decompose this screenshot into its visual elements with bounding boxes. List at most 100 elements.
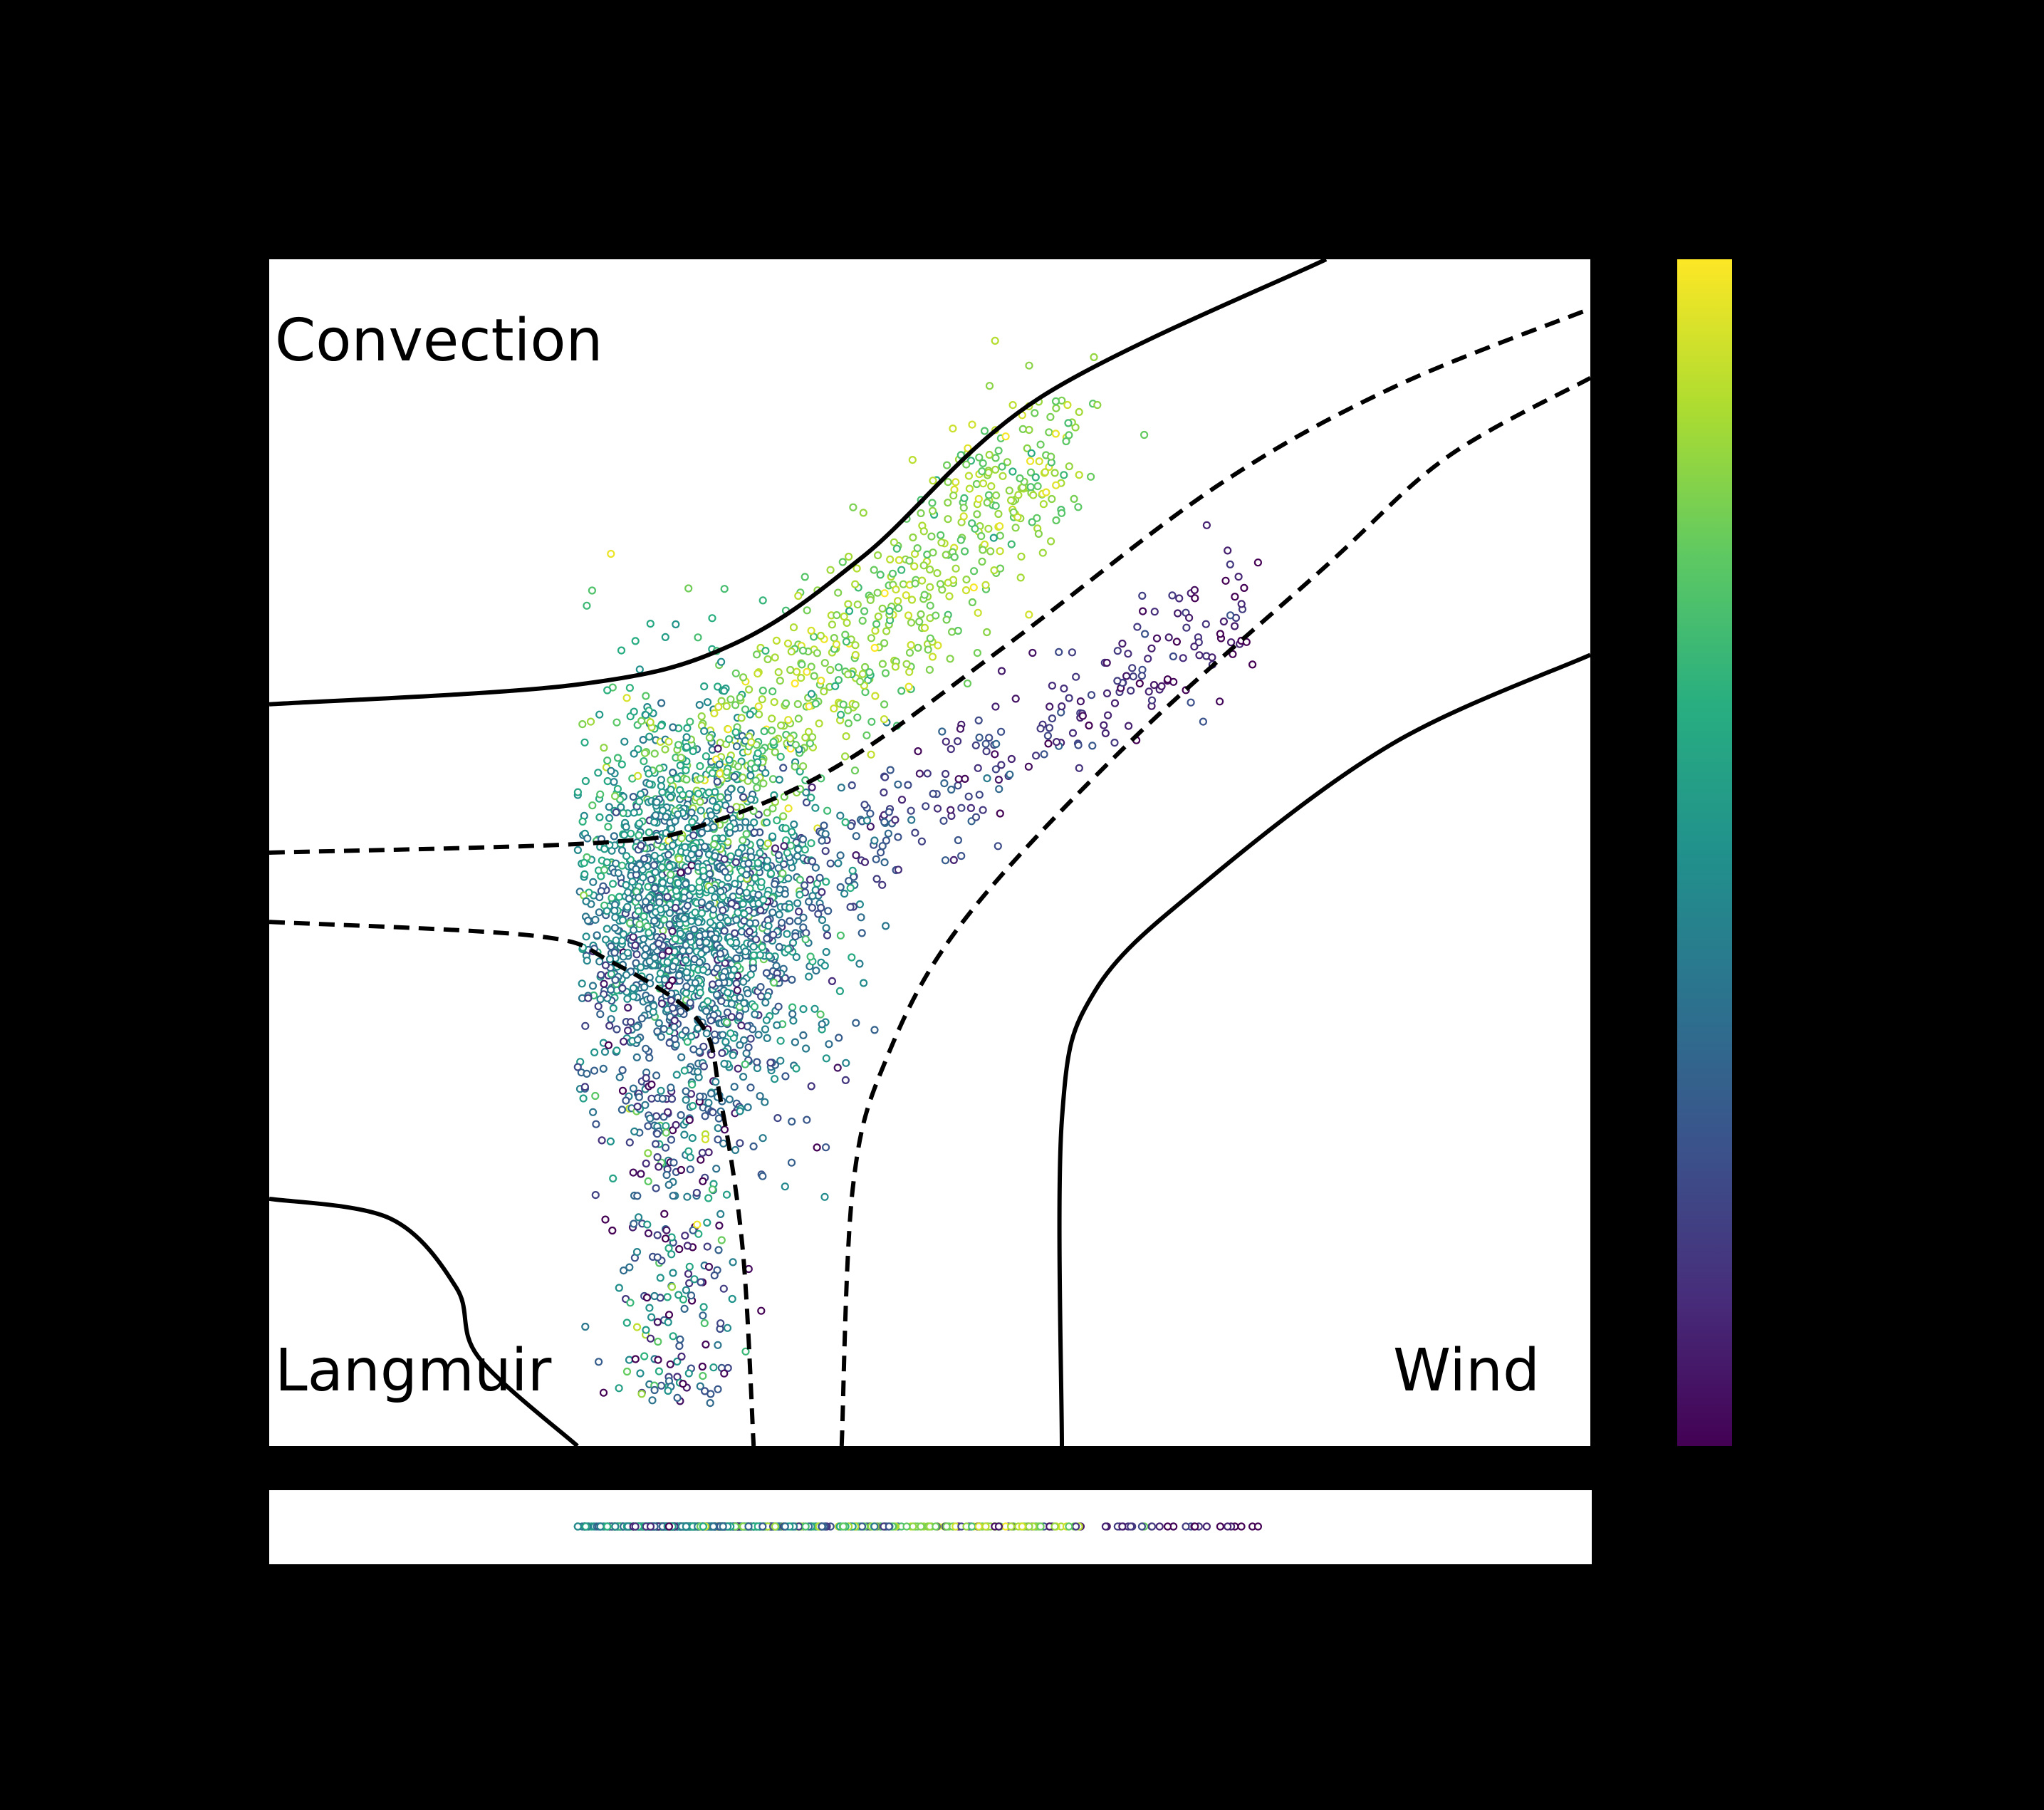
scatter-point (845, 607, 854, 615)
scatter-point (957, 803, 966, 812)
scatter-point (684, 1269, 693, 1278)
scatter-point (991, 454, 1000, 462)
scatter-point (687, 884, 696, 893)
scatter-point (1034, 529, 1043, 539)
scatter-point (647, 1313, 656, 1321)
scatter-point (716, 1210, 725, 1219)
scatter-point (661, 633, 669, 642)
scatter-point (1102, 658, 1111, 667)
scatter-point (601, 1215, 610, 1224)
scatter-point (675, 1244, 684, 1254)
scatter-point (611, 913, 620, 922)
scatter-point (771, 653, 779, 662)
scatter-point (1014, 491, 1023, 499)
scatter-point (653, 1231, 662, 1239)
scatter-point (788, 828, 796, 836)
scatter-point (855, 900, 865, 909)
scatter-point (681, 843, 689, 851)
scatter-point (632, 865, 640, 873)
scatter-point (861, 687, 870, 697)
scatter-point (801, 573, 809, 581)
scatter-point (855, 959, 864, 968)
scatter-point (828, 620, 837, 629)
scatter-point (683, 1242, 692, 1250)
scatter-point (689, 747, 697, 756)
scatter-point (669, 1158, 678, 1167)
scatter-point (882, 836, 891, 845)
scatter-point (633, 1192, 642, 1200)
scatter-point (779, 764, 788, 772)
scatter-point (714, 1114, 724, 1123)
scatter-point (658, 951, 667, 959)
scatter-point (822, 947, 830, 957)
scatter-point (669, 1269, 677, 1277)
scatter-point (913, 543, 922, 553)
scatter-point (1113, 647, 1122, 655)
scatter-point (811, 803, 820, 812)
scatter-point (1052, 737, 1061, 747)
scatter-point (914, 747, 922, 756)
scatter-point (828, 977, 837, 986)
scatter-point (944, 498, 952, 507)
scatter-point (732, 803, 741, 811)
scatter-point (583, 601, 591, 610)
scatter-point (1137, 672, 1147, 680)
scatter-point (727, 899, 736, 908)
scatter-point (836, 710, 845, 719)
scatter-point (807, 839, 815, 848)
scatter-point (979, 546, 987, 554)
scatter-point (629, 1168, 637, 1177)
convection-solid-boundary (269, 259, 1328, 707)
scatter-point (951, 564, 960, 573)
scatter-point (657, 885, 666, 893)
scatter-point (917, 837, 927, 846)
scatter-point (696, 761, 704, 771)
scatter-point (763, 856, 772, 865)
scatter-point (768, 908, 777, 917)
scatter-point (702, 1340, 710, 1349)
scatter-point (726, 784, 736, 794)
marginal-rug-layer (573, 1522, 1263, 1531)
scatter-point (694, 633, 702, 642)
scatter-point (642, 1044, 650, 1053)
scatter-point (911, 579, 919, 588)
scatter-point (1163, 675, 1172, 684)
scatter-point (653, 1153, 662, 1162)
scatter-point (697, 806, 705, 815)
scatter-point (770, 1075, 779, 1083)
scatter-point (776, 752, 785, 761)
scatter-point (664, 737, 673, 746)
scatter-point (1040, 750, 1048, 759)
scatter-point (891, 662, 900, 671)
scatter-point (672, 1120, 680, 1129)
scatter-point (885, 606, 894, 615)
scatter-point (656, 969, 665, 978)
scatter-point (763, 863, 771, 872)
scatter-point (757, 992, 766, 1001)
scatter-point (664, 1386, 672, 1395)
scatter-point (929, 548, 937, 557)
scatter-point (597, 970, 605, 979)
scatter-point (684, 584, 693, 593)
scatter-point (1028, 648, 1037, 657)
scatter-point (835, 1034, 843, 1042)
scatter-point (734, 908, 742, 917)
scatter-point (650, 1385, 659, 1395)
scatter-point (744, 989, 752, 998)
scatter-point (719, 1031, 727, 1039)
scatter-point (694, 789, 703, 798)
scatter-point (771, 748, 779, 756)
scatter-point (703, 698, 712, 707)
scatter-point (954, 836, 963, 845)
scatter-point (734, 848, 743, 858)
rug-point (1224, 1522, 1232, 1531)
scatter-point (969, 583, 978, 592)
scatter-point (640, 983, 649, 992)
scatter-point (937, 531, 945, 539)
scatter-point (730, 772, 739, 781)
scatter-point (774, 851, 783, 860)
scatter-point (625, 1356, 634, 1364)
scatter-point (703, 824, 711, 833)
scatter-point (805, 739, 815, 748)
